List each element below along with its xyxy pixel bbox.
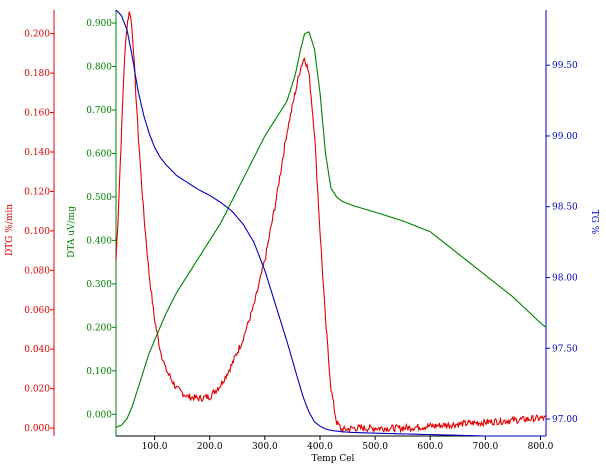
dtg-tick-label: 0.060 xyxy=(24,306,50,316)
x-tick-label: 800.0 xyxy=(528,442,554,452)
dta-tick-label: 0.500 xyxy=(86,193,112,203)
tg-axis: 97.00 97.50 98.00 98.50 99.00 99.50 xyxy=(545,10,578,436)
dtg-series-line xyxy=(115,11,547,434)
tg-axis-label: TG % xyxy=(589,210,599,235)
x-tick-label: 700.0 xyxy=(472,442,498,452)
dtg-tick-label: 0.180 xyxy=(24,69,50,79)
dta-tick-label: 0.000 xyxy=(86,410,112,420)
tg-tick-label: 97.50 xyxy=(552,344,578,354)
dta-axis-label: DTA uV/mg xyxy=(67,206,77,258)
dtg-axis: 0.000 0.020 0.040 0.060 0.080 0.100 0.120 0.140… xyxy=(24,10,55,436)
dtg-tick-label: 0.200 xyxy=(24,30,50,40)
dta-series-line xyxy=(115,31,547,428)
x-tick-label: 100.0 xyxy=(142,442,168,452)
tg-tick-label: 99.50 xyxy=(552,61,578,71)
dtg-tick-label: 0.040 xyxy=(24,345,50,355)
x-tick-label: 500.0 xyxy=(362,442,388,452)
dta-tick-label: 0.700 xyxy=(86,106,112,116)
dta-tick-label: 0.100 xyxy=(86,367,112,377)
tg-tick-label: 99.00 xyxy=(552,132,578,142)
dtg-tick-label: 0.100 xyxy=(24,227,50,237)
x-tick-label: 600.0 xyxy=(417,442,443,452)
dtg-axis-label: DTG %/min xyxy=(5,204,15,256)
dtg-tick-label: 0.120 xyxy=(24,187,50,197)
series-layer xyxy=(115,9,547,437)
dtg-tick-label: 0.080 xyxy=(24,266,50,276)
x-axis-label: Temp Cel xyxy=(312,454,355,464)
tg-tick-label: 97.00 xyxy=(552,415,578,425)
dta-tick-label: 0.900 xyxy=(86,19,112,29)
dta-axis: 0.000 0.100 0.200 0.300 0.400 0.500 0.600 0.700… xyxy=(86,10,117,436)
x-tick-label: 300.0 xyxy=(252,442,278,452)
dtg-tick-label: 0.140 xyxy=(24,148,50,158)
dtg-tick-label: 0.000 xyxy=(24,424,50,434)
x-tick-label: 200.0 xyxy=(197,442,223,452)
dta-tick-label: 0.300 xyxy=(86,280,112,290)
dta-tick-label: 0.800 xyxy=(86,63,112,73)
dta-tick-label: 0.200 xyxy=(86,323,112,333)
x-axis: 100.0 200.0 300.0 400.0 500.0 600.0 700.0 800.0 xyxy=(116,435,554,452)
dtg-tick-label: 0.020 xyxy=(24,385,50,395)
dta-tick-label: 0.600 xyxy=(86,149,112,159)
x-tick-label: 400.0 xyxy=(307,442,333,452)
dta-tick-label: 0.400 xyxy=(86,236,112,246)
tg-series-line xyxy=(115,9,546,437)
dtg-tick-label: 0.160 xyxy=(24,109,50,119)
tg-tick-label: 98.50 xyxy=(552,203,578,213)
tg-tick-label: 98.00 xyxy=(552,273,578,283)
